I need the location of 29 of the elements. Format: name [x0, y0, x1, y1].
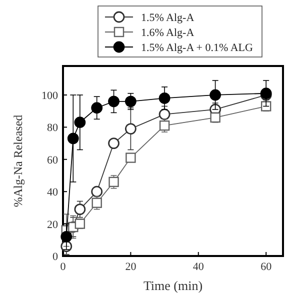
legend-label: 1.5% Alg-A — [141, 12, 194, 24]
y-tick-label: 40 — [47, 186, 58, 199]
point — [108, 96, 120, 108]
legend-label: 1.6% Alg-A — [141, 27, 194, 39]
point — [210, 89, 222, 101]
x-tick-label: 0 — [60, 261, 66, 273]
x-tick-label: 20 — [125, 261, 137, 273]
point — [158, 92, 170, 104]
y-tick-label: 20 — [47, 218, 58, 231]
legend-label: 1.5% Alg-A + 0.1% ALG — [141, 42, 253, 54]
point — [126, 152, 136, 163]
y-tick-label: 60 — [47, 154, 58, 166]
x-tick-label: 60 — [260, 261, 272, 273]
point — [74, 204, 86, 216]
x-tick-label: 40 — [192, 261, 204, 273]
point — [124, 96, 136, 108]
point — [74, 116, 86, 128]
point — [91, 186, 103, 198]
y-axis-title: %Alg-Na Released — [11, 114, 25, 208]
point — [67, 132, 79, 144]
y-tick-label: 0 — [52, 251, 58, 263]
y-tick-label: 100 — [42, 90, 58, 102]
point — [60, 230, 72, 242]
point — [91, 102, 103, 114]
y-tick-label: 80 — [47, 122, 58, 134]
point — [108, 138, 120, 149]
point — [124, 123, 136, 134]
x-axis-title: Time (min) — [143, 278, 203, 293]
point — [158, 108, 170, 120]
